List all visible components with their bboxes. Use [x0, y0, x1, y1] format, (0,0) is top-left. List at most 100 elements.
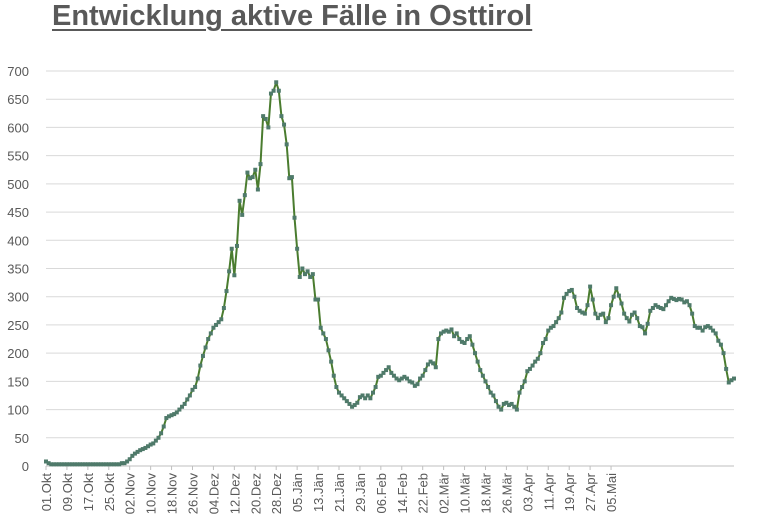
- data-point: [530, 363, 535, 368]
- x-tick-label: 09.Okt: [60, 473, 75, 512]
- data-point: [224, 289, 229, 294]
- data-point: [632, 310, 637, 315]
- data-point: [522, 379, 527, 384]
- x-tick-label: 10.Mär: [458, 472, 473, 513]
- data-point: [483, 379, 488, 384]
- data-point: [302, 272, 307, 277]
- data-point: [580, 310, 585, 315]
- data-point: [206, 337, 211, 342]
- data-point: [67, 462, 72, 467]
- data-point: [159, 431, 164, 436]
- data-point: [439, 331, 444, 336]
- data-point: [44, 459, 48, 464]
- data-point: [229, 246, 234, 251]
- data-point: [509, 401, 514, 406]
- data-point: [588, 284, 593, 289]
- data-point: [703, 325, 708, 330]
- data-point: [185, 397, 190, 402]
- y-tick-label: 250: [7, 318, 29, 333]
- data-point: [475, 359, 480, 364]
- data-point: [104, 462, 109, 467]
- chart-title: Entwicklung aktive Fälle in Osttirol: [52, 0, 533, 32]
- data-point: [339, 393, 344, 398]
- data-point: [255, 187, 260, 192]
- data-point: [342, 396, 347, 401]
- data-point: [59, 462, 64, 467]
- data-point: [161, 424, 166, 429]
- data-point: [525, 369, 530, 374]
- x-tick-label: 05.Mai: [604, 473, 619, 512]
- data-point: [51, 462, 56, 467]
- data-point: [611, 294, 616, 299]
- data-point: [336, 390, 341, 395]
- data-point: [318, 325, 323, 330]
- data-point: [687, 303, 692, 308]
- y-axis: 0 50 100 150 200 250 300 350 400 450 500 550 600 650 7…: [7, 64, 29, 474]
- data-point: [135, 449, 140, 454]
- data-point: [548, 325, 553, 330]
- data-point: [520, 385, 525, 389]
- data-point: [543, 337, 548, 342]
- data-point: [146, 444, 151, 449]
- data-point: [606, 316, 611, 321]
- data-point: [295, 246, 300, 251]
- data-point: [645, 321, 650, 326]
- data-point: [216, 320, 221, 325]
- data-point: [467, 334, 472, 339]
- data-point: [190, 387, 195, 392]
- x-tick-label: 02.Nov: [123, 473, 138, 515]
- x-tick-label: 13.Jän: [311, 473, 326, 512]
- x-tick-label: 18.Nov: [165, 473, 180, 515]
- data-point: [546, 328, 551, 333]
- y-tick-label: 150: [7, 374, 29, 389]
- data-point: [663, 303, 668, 308]
- data-point: [180, 404, 185, 409]
- data-point: [240, 212, 245, 217]
- data-point: [669, 295, 674, 300]
- data-point: [496, 404, 501, 409]
- data-point: [376, 374, 381, 379]
- data-point: [394, 376, 399, 381]
- data-point: [418, 376, 423, 381]
- y-tick-label: 350: [7, 262, 29, 277]
- x-tick-label: 14.Feb: [395, 473, 410, 513]
- data-point: [70, 462, 75, 467]
- data-point: [368, 396, 373, 401]
- data-point: [595, 316, 600, 321]
- data-point: [726, 380, 731, 385]
- data-point: [428, 359, 433, 364]
- data-point: [72, 462, 77, 467]
- data-point: [271, 88, 276, 93]
- x-tick-label: 21.Jän: [332, 473, 347, 512]
- x-tick-label: 04.Dez: [206, 473, 221, 514]
- data-point: [582, 311, 587, 316]
- data-point: [49, 462, 54, 467]
- x-tick-label: 17.Okt: [81, 473, 96, 512]
- data-point: [454, 331, 459, 336]
- data-point: [156, 435, 161, 440]
- data-point: [125, 459, 130, 464]
- data-point: [174, 410, 179, 415]
- y-tick-label: 100: [7, 403, 29, 418]
- data-point: [397, 378, 402, 383]
- data-point: [653, 303, 658, 308]
- data-point: [637, 324, 642, 329]
- x-tick-label: 19.Apr: [562, 472, 577, 511]
- data-point: [648, 308, 653, 313]
- data-point: [431, 361, 436, 366]
- data-point: [462, 340, 467, 345]
- data-point: [643, 331, 648, 336]
- gridlines: [46, 70, 734, 467]
- data-point: [258, 162, 263, 167]
- data-point: [232, 273, 237, 278]
- data-point: [585, 303, 590, 308]
- data-point: [507, 403, 512, 408]
- data-point: [242, 193, 247, 198]
- data-point: [616, 293, 621, 298]
- data-point: [109, 462, 114, 467]
- data-point: [682, 300, 687, 305]
- data-point: [488, 390, 493, 395]
- data-point: [622, 311, 627, 316]
- x-tick-label: 11.Apr: [541, 472, 556, 510]
